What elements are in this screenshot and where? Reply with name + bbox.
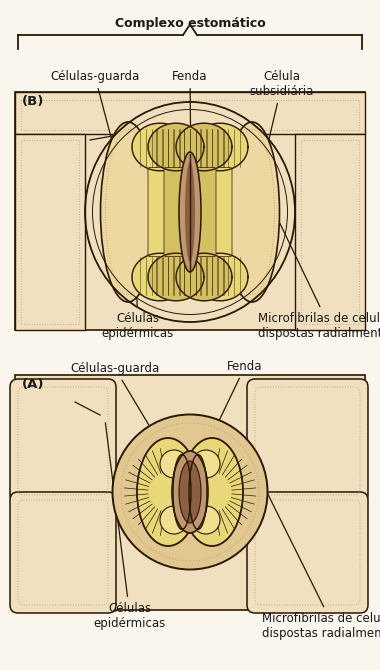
Polygon shape: [148, 253, 204, 301]
Polygon shape: [192, 123, 248, 171]
Polygon shape: [132, 123, 188, 171]
Ellipse shape: [100, 122, 155, 302]
Ellipse shape: [179, 152, 201, 272]
Bar: [21, 100, 359, 130]
FancyBboxPatch shape: [10, 379, 116, 503]
Bar: [15, 375, 365, 610]
Bar: [15, 92, 365, 134]
FancyBboxPatch shape: [247, 379, 368, 503]
Text: Células
epidérmicas: Células epidérmicas: [102, 133, 174, 340]
Text: Complexo estomático: Complexo estomático: [115, 17, 265, 31]
FancyBboxPatch shape: [247, 492, 368, 613]
Bar: [295, 134, 365, 330]
Text: Microfibrilas de celulose
dispostas radialmente: Microfibrilas de celulose dispostas radi…: [243, 444, 380, 640]
Text: (B): (B): [22, 95, 44, 108]
FancyBboxPatch shape: [148, 168, 172, 257]
Ellipse shape: [192, 506, 220, 534]
Bar: [15, 134, 85, 330]
Text: Células-guarda: Células-guarda: [70, 362, 163, 450]
Ellipse shape: [112, 415, 268, 570]
Ellipse shape: [137, 438, 199, 546]
FancyBboxPatch shape: [10, 492, 116, 613]
Polygon shape: [132, 253, 188, 301]
Text: Fenda: Fenda: [206, 360, 263, 448]
FancyBboxPatch shape: [208, 168, 232, 257]
Polygon shape: [148, 123, 204, 171]
Ellipse shape: [172, 451, 208, 533]
Ellipse shape: [185, 162, 195, 262]
FancyBboxPatch shape: [192, 168, 216, 257]
Text: Células
epidérmicas: Células epidérmicas: [94, 423, 166, 630]
Ellipse shape: [225, 122, 280, 302]
Ellipse shape: [181, 438, 243, 546]
Polygon shape: [176, 253, 232, 301]
Polygon shape: [176, 123, 232, 171]
Ellipse shape: [160, 506, 188, 534]
Polygon shape: [192, 253, 248, 301]
Ellipse shape: [192, 450, 220, 478]
Text: Células-guarda: Células-guarda: [51, 70, 149, 282]
Ellipse shape: [179, 461, 201, 523]
Ellipse shape: [160, 450, 188, 478]
Text: Microfibrilas de celulose
dispostas radialmente: Microfibrilas de celulose dispostas radi…: [236, 133, 380, 340]
Bar: [21, 140, 79, 324]
Text: Célula
subsidiária: Célula subsidiária: [239, 70, 314, 267]
Text: Fenda: Fenda: [172, 70, 208, 272]
FancyBboxPatch shape: [164, 168, 188, 257]
Bar: [301, 140, 359, 324]
Bar: [15, 92, 365, 330]
Text: (A): (A): [22, 378, 44, 391]
